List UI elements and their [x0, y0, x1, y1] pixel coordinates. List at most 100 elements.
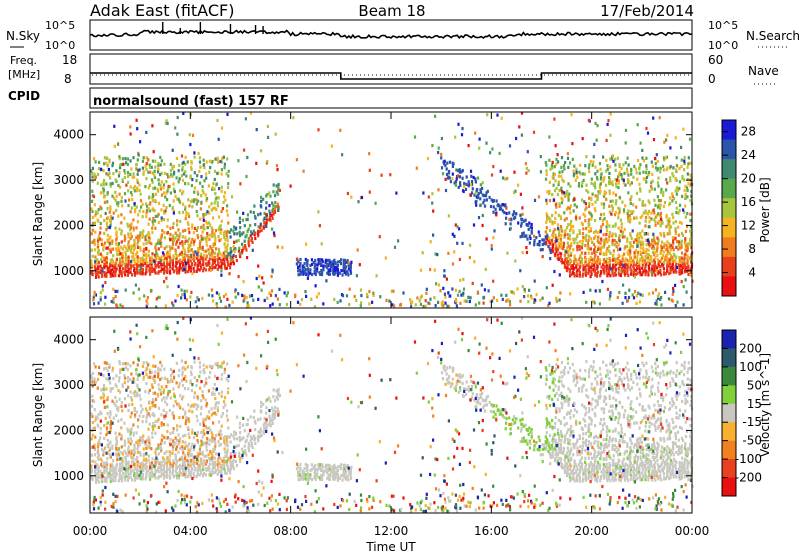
power-cell — [202, 256, 205, 260]
velocity-cell — [211, 458, 214, 462]
power-cell — [659, 213, 662, 217]
power-cell — [181, 268, 184, 272]
power-cell — [116, 289, 119, 293]
power-cell — [99, 268, 102, 272]
power-cell — [247, 241, 250, 245]
power-cell — [661, 221, 664, 225]
velocity-cell — [127, 408, 130, 413]
power-cell — [419, 302, 422, 306]
velocity-cell — [181, 434, 185, 438]
power-cell — [384, 256, 387, 260]
power-cell — [549, 257, 552, 261]
power-cell — [627, 179, 630, 183]
power-cell — [272, 183, 275, 187]
noise-search-label: N.Search — [746, 29, 800, 43]
power-cell — [213, 177, 216, 182]
velocity-cell — [154, 463, 157, 467]
power-cell — [144, 272, 147, 276]
velocity-cell — [139, 436, 142, 440]
power-cell — [160, 255, 163, 259]
power-cell — [647, 240, 650, 244]
power-cell — [94, 177, 97, 181]
power-cell — [108, 158, 111, 162]
velocity-cell — [237, 443, 240, 448]
power-cell — [597, 270, 600, 274]
power-cell — [674, 227, 677, 231]
power-cell — [557, 174, 560, 178]
power-cell — [218, 238, 221, 243]
power-cell — [572, 174, 575, 178]
velocity-cell — [208, 410, 211, 414]
power-cell — [642, 177, 645, 181]
power-cell — [247, 227, 250, 231]
power-cell — [123, 238, 126, 242]
colorbar-segment — [722, 139, 736, 160]
power-cell — [229, 250, 232, 254]
velocity-cell — [144, 457, 147, 461]
power-cell — [665, 178, 668, 182]
power-cell — [184, 182, 187, 186]
power-cell — [566, 232, 569, 237]
power-cell — [136, 260, 139, 264]
velocity-cell — [155, 454, 158, 458]
power-cell — [112, 211, 115, 215]
power-cell — [180, 260, 183, 265]
velocity-cell — [263, 421, 266, 425]
power-cell — [478, 301, 481, 305]
power-cell — [657, 264, 660, 268]
power-cell — [527, 227, 530, 231]
velocity-cell — [145, 382, 148, 386]
velocity-cell — [114, 403, 117, 407]
power-cell — [147, 186, 150, 190]
power-cell — [574, 178, 577, 182]
power-cell — [580, 184, 584, 188]
power-cell — [118, 227, 121, 231]
velocity-cell — [117, 452, 120, 456]
velocity-cell — [112, 459, 115, 463]
power-cell — [598, 302, 601, 306]
velocity-cell — [99, 431, 102, 435]
velocity-cell — [102, 396, 105, 400]
velocity-cell — [272, 417, 275, 421]
power-cell — [597, 241, 600, 245]
power-cell — [129, 228, 132, 232]
power-cell — [454, 223, 457, 227]
power-cell — [452, 162, 455, 166]
power-cell — [563, 253, 566, 257]
velocity-cell — [208, 364, 211, 368]
power-cell — [233, 249, 236, 253]
power-cell — [136, 263, 139, 267]
velocity-cell — [218, 470, 221, 474]
power-cell — [190, 257, 193, 261]
velocity-cell — [211, 364, 214, 369]
power-cell — [606, 246, 609, 251]
velocity-cell — [197, 397, 200, 401]
velocity-cell — [130, 451, 133, 455]
power-cell — [689, 273, 692, 277]
velocity-cell — [176, 424, 179, 428]
velocity-cell — [157, 425, 160, 430]
power-cell — [458, 289, 461, 293]
power-cell — [675, 245, 678, 249]
power-cell — [230, 257, 233, 261]
power-cell — [112, 172, 115, 176]
power-cell — [677, 243, 680, 247]
velocity-cell — [216, 472, 219, 476]
velocity-cell — [269, 424, 272, 428]
power-cell — [360, 195, 364, 200]
power-cell — [632, 203, 635, 207]
velocity-cell — [145, 475, 148, 479]
velocity-cell — [135, 440, 138, 445]
velocity-cell — [123, 374, 126, 378]
power-cell — [646, 131, 650, 135]
power-cell — [111, 267, 114, 272]
power-cell — [440, 136, 443, 141]
power-cell — [594, 172, 597, 176]
velocity-cell — [171, 370, 174, 374]
power-cell — [254, 231, 257, 235]
power-cell — [96, 258, 99, 262]
power-cell — [344, 272, 347, 276]
velocity-cell — [181, 448, 184, 452]
velocity-cell — [254, 428, 257, 432]
power-cell — [124, 288, 127, 292]
